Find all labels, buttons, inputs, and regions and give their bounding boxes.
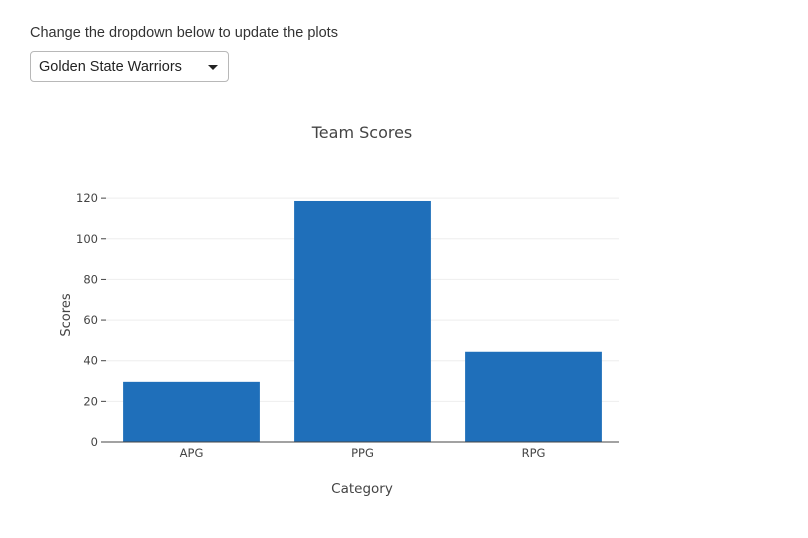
axes: 0 20 40 60 80 100 120 APG PPG RPG [76, 191, 619, 460]
y-tick-label: 100 [76, 232, 98, 246]
bar-rpg [465, 351, 602, 442]
y-tick-label: 40 [83, 354, 98, 368]
bars [123, 200, 602, 442]
y-tick-label: 20 [83, 394, 98, 408]
chart-title: Team Scores [311, 123, 413, 142]
y-tick-label: 0 [91, 435, 98, 449]
y-tick-label: 120 [76, 191, 98, 205]
team-scores-chart: Team Scores 0 20 40 60 80 100 120 APG PPG RPG Cat… [59, 123, 619, 497]
x-tick-label: APG [180, 446, 204, 460]
y-axis-title: Scores [59, 293, 74, 336]
caret-down-icon [208, 65, 218, 70]
bar-ppg [294, 200, 431, 442]
bar-apg [123, 381, 260, 442]
x-tick-label: RPG [522, 446, 546, 460]
team-dropdown[interactable]: Golden State Warriors [30, 51, 229, 82]
dropdown-selected-value: Golden State Warriors [39, 59, 182, 75]
y-tick-label: 60 [83, 313, 98, 327]
y-tick-label: 80 [83, 272, 98, 286]
instruction-text: Change the dropdown below to update the … [30, 25, 338, 41]
x-axis-title: Category [331, 481, 393, 497]
x-tick-label: PPG [351, 446, 374, 460]
